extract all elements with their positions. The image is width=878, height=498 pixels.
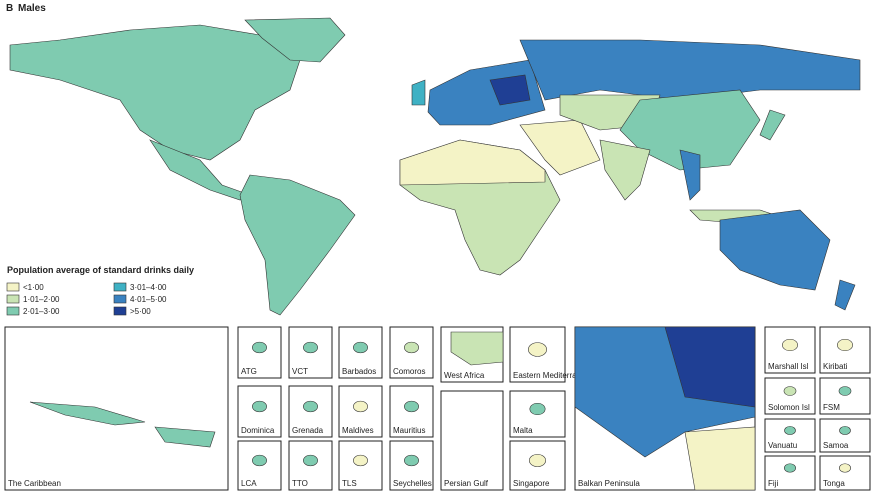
inset-land: [450, 331, 504, 366]
country: [489, 74, 531, 106]
legend-swatch: [6, 294, 20, 304]
inset-land: [782, 338, 798, 352]
inset-box: [819, 455, 871, 491]
inset-land: [784, 463, 796, 473]
legend-swatch: [113, 306, 127, 316]
inset-box: [764, 455, 816, 491]
legend-swatch: [113, 294, 127, 304]
inset-box: [819, 418, 871, 453]
inset-land: [252, 400, 267, 413]
inset-label: Solomon Isl: [768, 403, 810, 412]
inset-label: Barbados: [342, 367, 376, 376]
inset-box: [764, 418, 816, 453]
inset-land: [404, 454, 419, 467]
inset-label: Vanuatu: [768, 441, 797, 450]
inset-label: TLS: [342, 479, 357, 488]
country: [244, 17, 346, 63]
legend-label: 3·01–4·00: [130, 283, 167, 292]
inset-label: Eastern Mediterranean: [513, 371, 594, 380]
inset-box: [440, 390, 504, 491]
inset-box: [764, 377, 816, 415]
inset-land: [29, 401, 146, 426]
title: Males: [18, 3, 46, 14]
inset-label: Samoa: [823, 441, 849, 450]
country: [399, 139, 546, 186]
inset-label: Kiribati: [823, 362, 848, 371]
world-map: [9, 17, 861, 316]
country: [411, 79, 426, 106]
inset-label: Dominica: [241, 426, 275, 435]
legend-label: 1·01–2·00: [23, 295, 60, 304]
legend-label: 2·01–3·00: [23, 307, 60, 316]
insets: The Caribbean ATG Dominica LCA VCT Grenada TTO…: [4, 326, 871, 491]
legend-swatch: [6, 282, 20, 292]
inset-land: [839, 463, 851, 473]
inset-box: [389, 440, 434, 491]
inset-box: [819, 377, 871, 415]
country: [519, 119, 601, 176]
inset-land: [303, 454, 318, 467]
inset-label: LCA: [241, 479, 257, 488]
inset-land: [252, 454, 267, 467]
country: [239, 174, 356, 316]
legend: <1·00 1·01–2·00 2·01–3·00 3·01–4·00 4·01–5·0…: [6, 282, 167, 316]
inset-land: [353, 454, 368, 467]
country: [759, 109, 786, 141]
inset-land: [404, 341, 419, 354]
inset-label: Seychelles: [393, 479, 432, 488]
country: [834, 279, 856, 311]
legend-title: Population average of standard drinks da…: [7, 265, 194, 275]
inset-land: [529, 402, 546, 416]
inset-land: [783, 386, 797, 396]
inset-label: The Caribbean: [8, 479, 61, 488]
inset-land: [784, 426, 796, 435]
inset-box: [509, 326, 566, 383]
panel-label: B: [6, 3, 13, 14]
legend-label: <1·00: [23, 283, 44, 292]
inset-land: [838, 386, 852, 396]
inset-label: ATG: [241, 367, 257, 376]
inset-box: [4, 326, 229, 491]
country: [599, 139, 651, 201]
inset-land: [353, 341, 368, 354]
country: [619, 89, 761, 171]
inset-label: FSM: [823, 403, 840, 412]
inset-land: [404, 400, 419, 413]
inset-land: [837, 338, 853, 352]
inset-land: [303, 400, 318, 413]
inset-land: [528, 342, 547, 357]
inset-label: Singapore: [513, 479, 550, 488]
legend-label: >5·00: [130, 307, 151, 316]
inset-land: [529, 454, 546, 467]
inset-label: Fiji: [768, 479, 778, 488]
inset-label: Grenada: [292, 426, 324, 435]
inset-land: [353, 400, 368, 413]
inset-land: [684, 426, 756, 491]
legend-swatch: [113, 282, 127, 292]
inset-label: TTO: [292, 479, 308, 488]
inset-label: Malta: [513, 426, 533, 435]
inset-label: Maldives: [342, 426, 374, 435]
inset-label: Persian Gulf: [444, 479, 489, 488]
inset-land: [154, 426, 216, 448]
country: [719, 209, 831, 291]
country: [679, 149, 701, 201]
inset-label: Comoros: [393, 367, 425, 376]
inset-label: Marshall Isl: [768, 362, 809, 371]
legend-swatch: [6, 306, 20, 316]
inset-label: West Africa: [444, 371, 485, 380]
inset-land: [839, 426, 851, 435]
inset-label: Mauritius: [393, 426, 425, 435]
legend-label: 4·01–5·00: [130, 295, 167, 304]
inset-land: [664, 326, 756, 408]
country: [519, 39, 861, 101]
inset-land: [303, 341, 318, 354]
inset-land: [252, 341, 267, 354]
inset-label: VCT: [292, 367, 308, 376]
inset-label: Tonga: [823, 479, 845, 488]
country: [9, 24, 301, 161]
inset-label: Balkan Peninsula: [578, 479, 640, 488]
